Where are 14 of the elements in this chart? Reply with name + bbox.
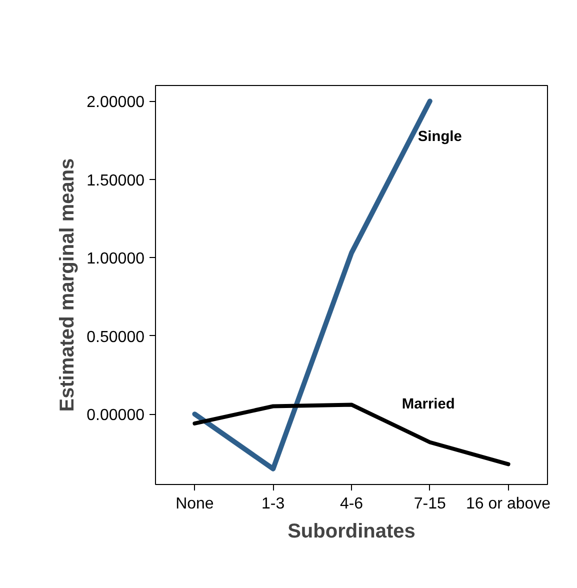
series-label: Single: [418, 129, 462, 146]
x-tick-label: None: [176, 496, 214, 512]
x-tick-label: 4-6: [340, 496, 364, 512]
series-label: Married: [402, 396, 455, 412]
y-axis-title: Estimated marginal means: [56, 158, 79, 412]
y-tick-label: 0.50000: [86, 328, 145, 346]
y-tick-label: 2.00000: [86, 94, 145, 112]
y-tick-label: 0.00000: [86, 407, 145, 424]
x-tick-label: 16 or above: [466, 496, 551, 512]
x-axis-title: Subordinates: [288, 520, 416, 542]
x-tick-label: 1-3: [262, 496, 285, 512]
y-tick-label: 1.50000: [86, 172, 145, 190]
y-tick-label: 1.00000: [86, 250, 145, 268]
x-tick-label: 7-15: [414, 496, 446, 512]
